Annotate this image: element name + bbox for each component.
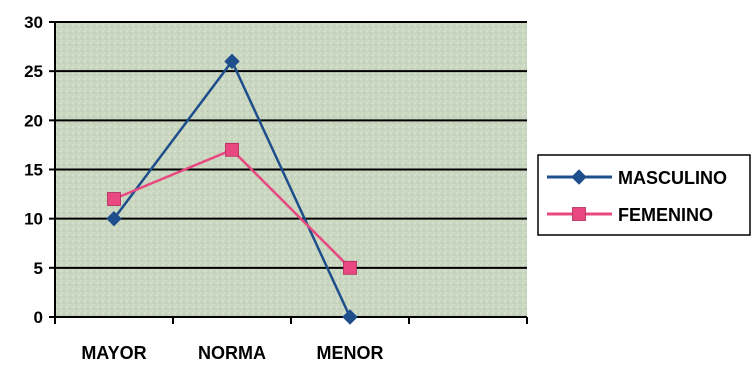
data-point: [224, 53, 240, 70]
legend-label: FEMENINO: [618, 205, 713, 225]
y-tick-labels: 0 5 10 15 20 25 30: [24, 13, 55, 327]
data-point: [343, 260, 357, 275]
data-point: [106, 210, 122, 227]
y-tick-label: 30: [24, 13, 43, 32]
gridlines: [55, 21, 527, 269]
data-point: [225, 142, 239, 157]
y-tick-label: 25: [24, 62, 43, 81]
legend-marker: [572, 207, 586, 221]
data-point: [107, 192, 121, 206]
legend-item-masculino: MASCULINO: [547, 168, 727, 188]
legend-item-femenino: FEMENINO: [547, 205, 713, 225]
legend-marker: [571, 169, 587, 185]
y-tick-label: 20: [24, 111, 43, 130]
x-tick-labels: MAYOR NORMA MENOR: [54, 317, 528, 363]
y-tick-label: 10: [24, 210, 43, 229]
series-masculino: [106, 53, 358, 325]
legend-box: [537, 154, 751, 236]
x-tick-label: NORMA: [198, 343, 266, 363]
y-tick-label: 15: [24, 161, 43, 180]
data-point: [342, 309, 358, 325]
y-tick-label: 5: [34, 259, 43, 278]
series: [106, 53, 358, 325]
x-tick-label: MENOR: [317, 343, 384, 363]
legend: MASCULINO FEMENINO: [537, 154, 751, 236]
x-tick-label: MAYOR: [81, 343, 146, 363]
legend-label: MASCULINO: [618, 168, 727, 188]
y-tick-label: 0: [34, 308, 43, 327]
series-femenino: [107, 142, 357, 275]
